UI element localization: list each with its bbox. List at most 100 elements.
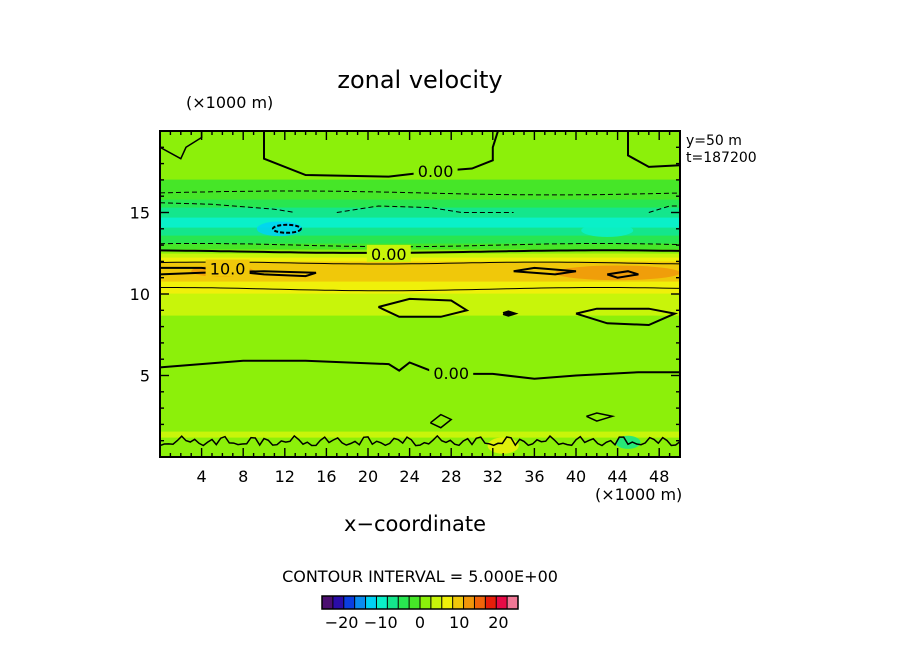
field-strip — [160, 329, 680, 332]
field-strip — [160, 393, 680, 396]
field-strip — [160, 215, 680, 218]
x-tick-label: 36 — [524, 467, 544, 486]
field-strip — [160, 377, 680, 380]
field-strip — [160, 153, 680, 156]
x-tick-label: 48 — [649, 467, 669, 486]
field-strip — [160, 321, 680, 324]
field-strip — [160, 349, 680, 352]
field-strip — [160, 307, 680, 310]
field-strip — [160, 241, 680, 244]
contour-label: 10.0 — [210, 260, 246, 279]
colorbar-swatch — [365, 596, 377, 609]
field-strip — [160, 205, 680, 208]
field-strip — [160, 277, 680, 280]
contour-neg10-ring — [271, 223, 302, 234]
field-strip — [160, 373, 680, 376]
colorbar-swatch — [398, 596, 410, 609]
contour-zero-jet-upper — [160, 249, 680, 254]
y-tick-labels: 5 10 15 — [130, 204, 150, 386]
field-strip — [160, 335, 680, 338]
field-strip — [160, 441, 680, 444]
contour-label-bg — [413, 161, 458, 179]
contour-labels: 0.00 0.00 10.0 0.00 — [205, 161, 474, 383]
field-strip — [160, 395, 680, 398]
field-strip — [160, 219, 680, 222]
field-strip — [160, 379, 680, 382]
field-strip — [160, 353, 680, 356]
field-strip — [160, 381, 680, 384]
field-strip — [160, 293, 680, 296]
field-strip — [160, 183, 680, 186]
field-strip — [160, 387, 680, 390]
y-unit-label: (×1000 m) — [186, 93, 273, 112]
field-strip — [160, 285, 680, 288]
x-tick-label: 40 — [566, 467, 586, 486]
field-patch — [256, 221, 303, 237]
field-strip — [160, 201, 680, 204]
field-strip — [160, 249, 680, 252]
field-strip — [160, 305, 680, 308]
field-strip — [160, 209, 680, 212]
x-unit-label: (×1000 m) — [595, 485, 682, 504]
field-strip — [160, 451, 680, 454]
field-strip — [160, 151, 680, 154]
contour-10-right — [513, 266, 577, 276]
field-strip — [160, 271, 680, 274]
field-strip — [160, 411, 680, 414]
x-tick-label: 8 — [238, 467, 248, 486]
x-tick-label: 20 — [358, 467, 378, 486]
field-strip — [160, 357, 680, 360]
field-strip — [160, 233, 680, 236]
field-strip — [160, 157, 680, 160]
field-strip — [160, 399, 680, 402]
field-patch — [326, 266, 410, 277]
field-strip — [160, 419, 680, 422]
contour-small — [502, 310, 519, 317]
field-strip — [160, 361, 680, 364]
field-strip — [160, 255, 680, 258]
colorbar-tick-label: 20 — [488, 613, 508, 632]
contour-bottom-blob — [429, 413, 453, 429]
contour-neg5-left — [160, 202, 296, 213]
contour-interval-text: CONTOUR INTERVAL = 5.000E+00 — [282, 567, 558, 586]
field-strip — [160, 231, 680, 234]
contour-neg5-lower — [160, 243, 680, 248]
colorbar-swatch — [485, 596, 497, 609]
field-strip — [160, 237, 680, 240]
field-strip — [160, 323, 680, 326]
field-strip — [160, 141, 680, 144]
field-strip — [160, 331, 680, 334]
colorbar-swatch — [507, 596, 519, 609]
colorbar-swatch — [322, 596, 334, 609]
contour-label: 0.00 — [433, 364, 469, 383]
info-line-t: t=187200 — [686, 150, 757, 166]
x-tick-label: 12 — [275, 467, 295, 486]
colorbar-swatch — [452, 596, 464, 609]
field-strip — [160, 427, 680, 430]
field-strip — [160, 309, 680, 312]
field-patch — [581, 223, 634, 237]
contour-5-blob — [377, 297, 470, 318]
field-strip — [160, 425, 680, 428]
colorbar-swatch — [409, 596, 421, 609]
x-tick-label: 4 — [197, 467, 207, 486]
colorbar-tick-labels: −20 −10 0 10 20 — [325, 613, 509, 632]
field-strip — [160, 337, 680, 340]
field-strip — [160, 433, 680, 436]
field-strip — [160, 203, 680, 206]
field-strip — [160, 423, 680, 426]
field-strip — [160, 253, 680, 256]
contour-bottom-blob2 — [586, 412, 616, 422]
contour-label-bg — [429, 363, 474, 381]
field-strip — [160, 347, 680, 350]
contour-label-bg — [205, 259, 250, 277]
contour-neg5-upper — [160, 190, 680, 196]
field-strip — [160, 269, 680, 272]
contour-neg5-mid — [336, 205, 514, 213]
field-strip — [160, 149, 680, 152]
field-strip — [160, 195, 680, 198]
field-strip — [160, 343, 680, 346]
field-strip — [160, 301, 680, 304]
colorbar — [321, 595, 519, 610]
